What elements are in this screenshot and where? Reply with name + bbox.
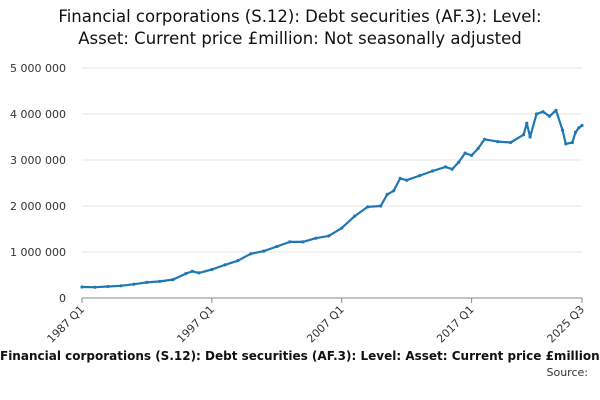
data-point	[522, 133, 526, 137]
data-point	[496, 140, 500, 144]
grid-lines	[82, 67, 582, 253]
y-tick-label: 5 000 000	[10, 62, 66, 75]
series-layer	[80, 108, 584, 289]
data-point	[470, 153, 474, 157]
data-point	[106, 284, 110, 289]
data-point	[353, 214, 357, 218]
data-point	[483, 137, 487, 141]
data-point	[379, 204, 383, 208]
source-note: Source:	[546, 366, 589, 379]
series-line	[80, 109, 584, 289]
data-point	[525, 121, 529, 125]
x-tick-label: 2007 Q1	[304, 303, 347, 346]
data-point	[184, 272, 188, 276]
y-tick-label: 0	[59, 292, 66, 305]
data-point	[560, 128, 565, 132]
data-point	[327, 234, 331, 238]
x-tick-label: 1997 Q1	[174, 303, 217, 346]
x-tick-label: 2017 Q1	[434, 303, 477, 346]
data-point	[275, 244, 279, 249]
data-point	[476, 146, 480, 151]
data-point	[573, 130, 578, 134]
data-point	[528, 135, 532, 139]
data-point	[534, 112, 539, 116]
data-point	[190, 269, 194, 273]
data-point	[145, 280, 149, 284]
data-point	[171, 278, 175, 282]
data-point	[392, 189, 396, 193]
data-point	[547, 114, 552, 118]
data-point	[577, 126, 581, 130]
chart-title: Financial corporations (S.12): Debt secu…	[58, 7, 542, 48]
legend-caption: Financial corporations (S.12): Debt secu…	[0, 349, 600, 363]
data-point	[366, 205, 370, 209]
y-tick-label: 3 000 000	[10, 154, 66, 167]
data-point	[132, 282, 136, 286]
data-point	[570, 140, 574, 145]
data-point	[541, 110, 545, 114]
data-point	[431, 169, 435, 173]
data-point	[210, 267, 214, 272]
x-tick-label: 2025 Q3	[545, 303, 588, 346]
x-tick-label: 1987 Q1	[45, 303, 88, 346]
data-point	[80, 285, 84, 289]
data-point	[314, 236, 318, 240]
data-point	[249, 252, 253, 256]
data-point	[580, 123, 584, 128]
data-point	[385, 192, 389, 197]
data-point	[340, 226, 344, 230]
y-tick-label: 4 000 000	[10, 108, 66, 121]
data-point	[398, 176, 402, 180]
data-point	[236, 259, 240, 263]
data-point	[564, 142, 568, 146]
data-point	[418, 174, 422, 178]
data-point	[119, 284, 123, 288]
data-point	[158, 279, 162, 283]
data-point	[93, 285, 97, 289]
y-tick-label: 2 000 000	[10, 200, 66, 213]
data-point	[457, 160, 461, 164]
axes: 0 1 000 000 2 000 000 3 000 000 4 000 000 5 0…	[10, 62, 587, 345]
data-point	[301, 240, 305, 244]
data-point	[450, 167, 454, 171]
data-point	[554, 108, 558, 112]
data-point	[288, 240, 292, 244]
y-tick-label: 1 000 000	[10, 246, 66, 259]
data-point	[197, 271, 201, 275]
data-point	[405, 178, 409, 182]
data-point	[509, 140, 513, 145]
data-point	[262, 249, 266, 253]
data-point	[463, 151, 467, 155]
data-point	[444, 165, 448, 169]
data-point	[223, 263, 227, 267]
